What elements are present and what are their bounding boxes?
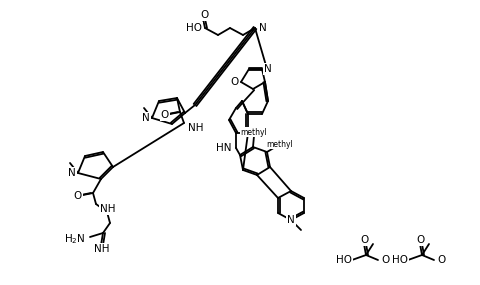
Text: O: O: [436, 255, 444, 265]
Text: NH: NH: [94, 244, 109, 254]
Text: NH: NH: [188, 123, 203, 133]
Text: O: O: [380, 255, 388, 265]
Text: N: N: [68, 168, 76, 178]
Text: O: O: [74, 191, 82, 201]
Text: N: N: [287, 215, 294, 225]
Text: NH: NH: [100, 204, 115, 214]
Text: O: O: [230, 77, 239, 87]
Text: methyl: methyl: [240, 127, 267, 137]
Text: HO: HO: [186, 23, 202, 33]
Text: methyl: methyl: [266, 139, 293, 148]
Text: N: N: [258, 23, 266, 33]
Text: HN: HN: [216, 143, 231, 153]
Text: O: O: [360, 235, 368, 245]
Text: O: O: [160, 110, 169, 120]
Text: O: O: [201, 10, 209, 20]
Text: H$_2$N: H$_2$N: [64, 232, 86, 246]
Text: N: N: [264, 64, 271, 74]
Text: HO: HO: [336, 255, 351, 265]
Text: N: N: [142, 113, 150, 123]
Text: O: O: [416, 235, 424, 245]
Text: HO: HO: [391, 255, 407, 265]
